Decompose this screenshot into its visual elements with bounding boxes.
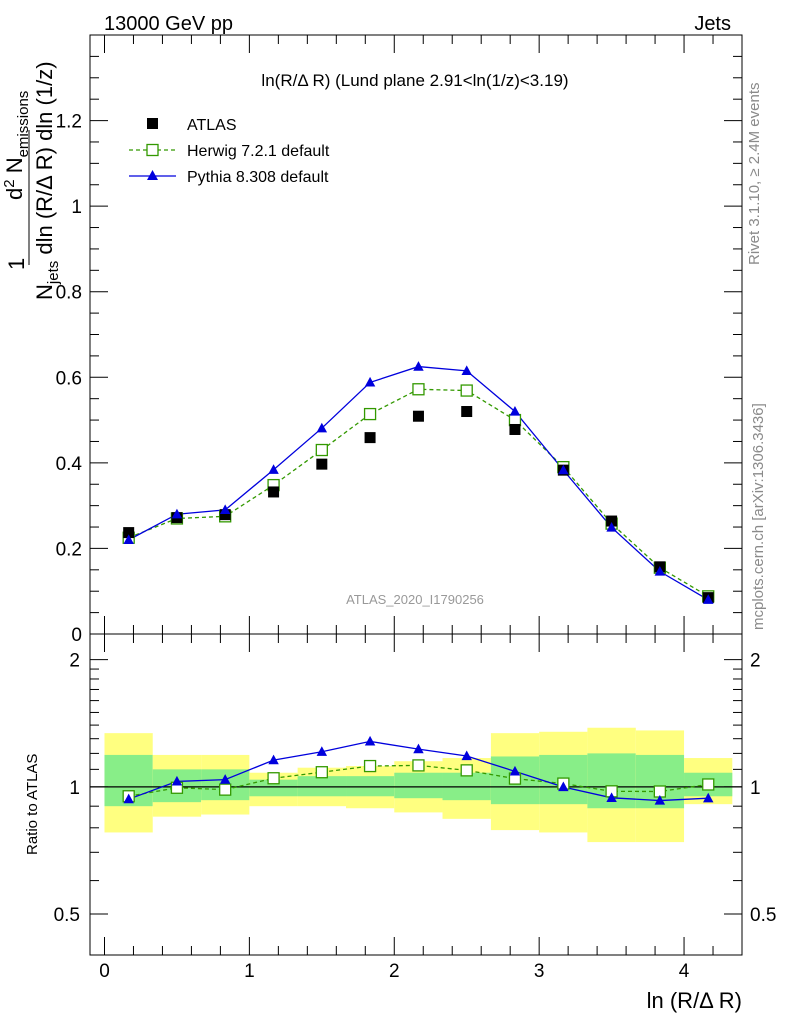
y-label-denominator: Njets dln (R/Δ R) dln (1/z) [32,61,62,300]
pythia-point [268,464,279,474]
pythia-ratio-point [268,754,279,765]
pythia-ratio-point [316,746,328,756]
main-y-tick-label: 1 [71,197,82,218]
atlas-point [606,515,618,527]
main-y-tick-label: 0 [71,625,82,646]
pythia-ratio-point [123,793,134,804]
pythia-ratio-point [461,750,472,761]
pythia-point [219,504,231,515]
main-y-axis-label: 1 Njets dln (R/Δ R) dln (1/z) d2 Nemissi… [1,61,62,300]
herwig-ratio-point [363,759,377,773]
atlas-point [364,432,376,444]
pythia-point [171,508,183,519]
legend: ATLAS Herwig 7.2.1 default Pythia 8.308 … [129,117,330,186]
herwig-ratio-point [460,764,473,777]
axes: 0 1 2 3 4 0 0.2 0.4 0.6 0.8 1 1.2 0.5 0.5 1 1 2 2 [54,34,776,982]
main-title: ln(R/Δ R) (Lund plane 2.91<ln(1/z)<3.19) [261,71,568,90]
atlas-point [219,509,231,521]
main-y-tick-label: 0.8 [56,283,82,304]
main-y-tick-label: 1.2 [56,112,82,133]
pythia-point [606,521,617,532]
x-tick-label: 2 [389,961,400,982]
main-panel-data [122,361,715,604]
herwig-point [460,384,473,397]
herwig-point [315,443,328,457]
ratio-y-tick-label-right: 2 [750,651,761,672]
pythia-point [123,534,134,544]
legend-herwig-label: Herwig 7.2.1 default [187,143,330,160]
main-y-tick-label: 0.4 [56,454,83,475]
herwig-ratio-point [219,783,232,796]
pythia-line [128,365,709,601]
band-inner-bin [346,776,395,797]
mcplots-label: mcplots.cern.ch [arXiv:1306.3436] [750,403,767,630]
watermark: ATLAS_2020_I1790256 [346,592,484,607]
pythia-point [413,361,424,371]
ratio-panel-data [122,735,715,805]
rivet-label: Rivet 3.1.10, ≥ 2.4M events [746,83,763,266]
atlas-point [461,406,473,418]
band-inner-bin [249,779,298,797]
x-tick-label: 3 [534,961,545,982]
ratio-y-tick-label-right: 0.5 [750,905,776,926]
pythia-point [558,464,569,475]
pythia-ratio-point [654,795,666,805]
x-axis-label: ln (R/Δ R) [647,988,742,1013]
pythia-point [316,422,328,433]
pythia-ratio-point [364,735,376,746]
atlas-point [509,423,521,435]
pythia-ratio-point [171,775,183,786]
ratio-y-tick-label: 1 [69,778,80,799]
pythia-point [509,406,521,416]
ratio-y-tick-label-right: 1 [750,778,761,799]
pythia-point [703,594,714,604]
band-inner-bin [394,772,443,799]
y-label-one: 1 [4,258,29,270]
legend-pythia-label: Pythia 8.308 default [187,169,329,186]
ratio-uncertainty-bands [104,727,733,843]
ratio-y-tick-label: 0.5 [54,905,80,926]
atlas-point [316,458,328,470]
herwig-ratio-point [267,772,280,785]
legend-atlas-label: ATLAS [187,117,237,134]
herwig-ratio-point [315,766,328,779]
header-right: Jets [694,13,731,35]
ratio-y-axis-label: Ratio to ATLAS [24,754,41,855]
pythia-ratio-point [509,765,521,776]
ratio-y-tick-label: 2 [69,651,80,672]
x-tick-label: 4 [679,961,690,982]
ratio-frame [89,633,743,956]
herwig-point [363,407,377,421]
header-left: 13000 GeV pp [104,13,233,35]
x-tick-label: 1 [244,961,255,982]
main-y-tick-label: 0.6 [56,368,82,389]
y-label-numerator: d2 Nemissions [1,91,32,200]
pythia-point [654,566,666,576]
pythia-point [364,376,376,387]
main-y-tick-label: 0.2 [56,539,82,560]
pythia-ratio-point [413,743,424,754]
pythia-ratio-point [703,792,714,803]
herwig-ratio-point [702,778,715,791]
pythia-point [461,365,472,375]
atlas-point [123,527,135,539]
pythia-ratio-point [558,781,569,792]
legend-atlas-marker [147,118,158,129]
legend-herwig-marker [146,143,159,157]
atlas-point [412,410,424,422]
atlas-point [268,486,280,498]
legend-pythia-marker [147,170,158,180]
x-tick-label: 0 [99,961,110,982]
herwig-point [508,413,522,427]
pythia-ratio-point [219,774,231,784]
band-inner-bin [297,776,347,797]
pythia-ratio-point [606,792,617,802]
herwig-point [412,383,425,396]
herwig-ratio-point [412,759,425,772]
